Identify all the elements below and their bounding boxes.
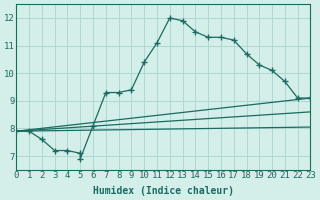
- X-axis label: Humidex (Indice chaleur): Humidex (Indice chaleur): [93, 186, 234, 196]
